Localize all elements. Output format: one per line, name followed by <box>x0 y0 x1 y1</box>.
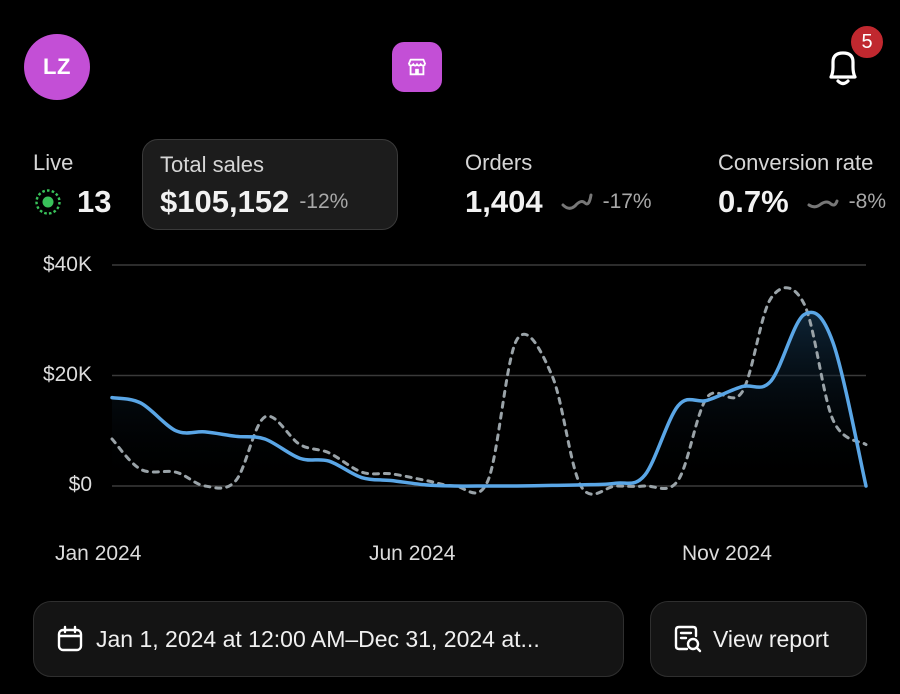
y-tick-label: $40K <box>42 253 92 276</box>
metric-conversion-value: 0.7% <box>718 184 789 219</box>
x-tick-label: Nov 2024 <box>682 542 772 565</box>
metric-live[interactable]: Live 13 <box>33 150 111 220</box>
series-line-comparison <box>110 286 868 496</box>
sparkline-icon <box>807 199 839 209</box>
sparkline-icon <box>561 193 593 210</box>
metric-sales-label: Total sales <box>160 152 264 177</box>
sales-chart: $40K $20K $0 Jan 2024 Jun 2024 Nov 2024 <box>0 240 900 580</box>
live-pulse-icon <box>35 189 61 215</box>
metric-live-label: Live <box>33 150 74 175</box>
notification-badge: 5 <box>849 24 885 60</box>
bell-icon <box>829 51 857 86</box>
metric-live-value: 13 <box>77 184 112 219</box>
metric-total-sales[interactable]: Total sales $105,152 -12% <box>142 139 398 230</box>
metric-conversion-label: Conversion rate <box>718 150 874 175</box>
series-line-current <box>110 310 868 488</box>
metric-orders-label: Orders <box>465 150 533 175</box>
avatar-initials: LZ <box>43 54 71 79</box>
store-button[interactable] <box>392 42 442 92</box>
x-tick-label: Jun 2024 <box>369 542 456 565</box>
view-report-button[interactable]: View report <box>650 601 867 677</box>
chart-plot <box>110 264 868 496</box>
metric-sales-value: $105,152 <box>160 184 290 219</box>
metric-conversion-change: -8% <box>848 190 887 213</box>
store-icon <box>407 58 427 76</box>
avatar[interactable]: LZ <box>24 34 90 100</box>
y-tick-label: $0 <box>68 473 92 496</box>
series-area <box>112 312 866 487</box>
view-report-label: View report <box>713 625 829 652</box>
x-tick-label: Jan 2024 <box>55 542 142 565</box>
y-tick-label: $20K <box>42 363 92 386</box>
report-search-icon <box>674 625 702 653</box>
date-range-button[interactable]: Jan 1, 2024 at 12:00 AM–Dec 31, 2024 at.… <box>33 601 624 677</box>
notifications-button[interactable] <box>818 42 868 92</box>
metric-conversion[interactable]: Conversion rate 0.7% -8% <box>718 150 886 220</box>
metric-sales-change: -12% <box>299 190 349 213</box>
calendar-icon <box>57 625 83 652</box>
metric-orders-change: -17% <box>602 190 652 213</box>
metric-orders-value: 1,404 <box>465 184 543 219</box>
metric-orders[interactable]: Orders 1,404 -17% <box>465 150 652 220</box>
date-range-label: Jan 1, 2024 at 12:00 AM–Dec 31, 2024 at.… <box>96 625 540 652</box>
